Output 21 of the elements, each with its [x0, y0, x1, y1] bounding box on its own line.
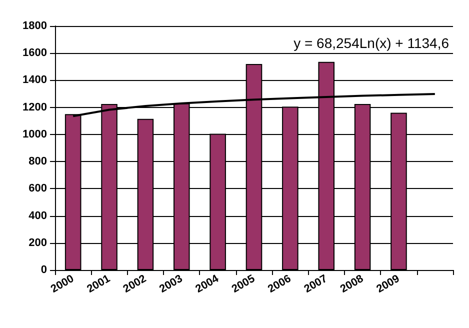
y-tick-label: 1000 — [22, 128, 47, 140]
x-tick-label: 2007 — [302, 272, 330, 296]
y-tick-label: 200 — [28, 236, 47, 249]
x-tick-label: 2002 — [121, 272, 148, 296]
x-tick-label: 2001 — [85, 272, 112, 296]
x-tick-label: 2000 — [48, 272, 76, 296]
y-tick-label: 1200 — [22, 101, 47, 114]
x-tick-label: 2006 — [266, 272, 294, 296]
x-tick-label: 2003 — [157, 272, 185, 296]
y-tick-label: 1400 — [22, 74, 47, 86]
annotation: y = 68,254Ln(x) + 1134,6 — [294, 35, 450, 51]
x-tick-label: 2009 — [374, 272, 402, 296]
x-tick-label: 2005 — [230, 272, 257, 296]
y-tick-label: 600 — [28, 182, 47, 195]
y-tick-label: 400 — [28, 210, 47, 222]
y-tick-label: 1800 — [22, 20, 47, 32]
x-tick-label: 2004 — [194, 272, 222, 296]
y-tick-label: 0 — [40, 264, 47, 276]
y-tick-label: 1600 — [22, 47, 47, 60]
x-tick-label: 2008 — [338, 272, 366, 296]
y-tick-label: 800 — [28, 156, 47, 168]
